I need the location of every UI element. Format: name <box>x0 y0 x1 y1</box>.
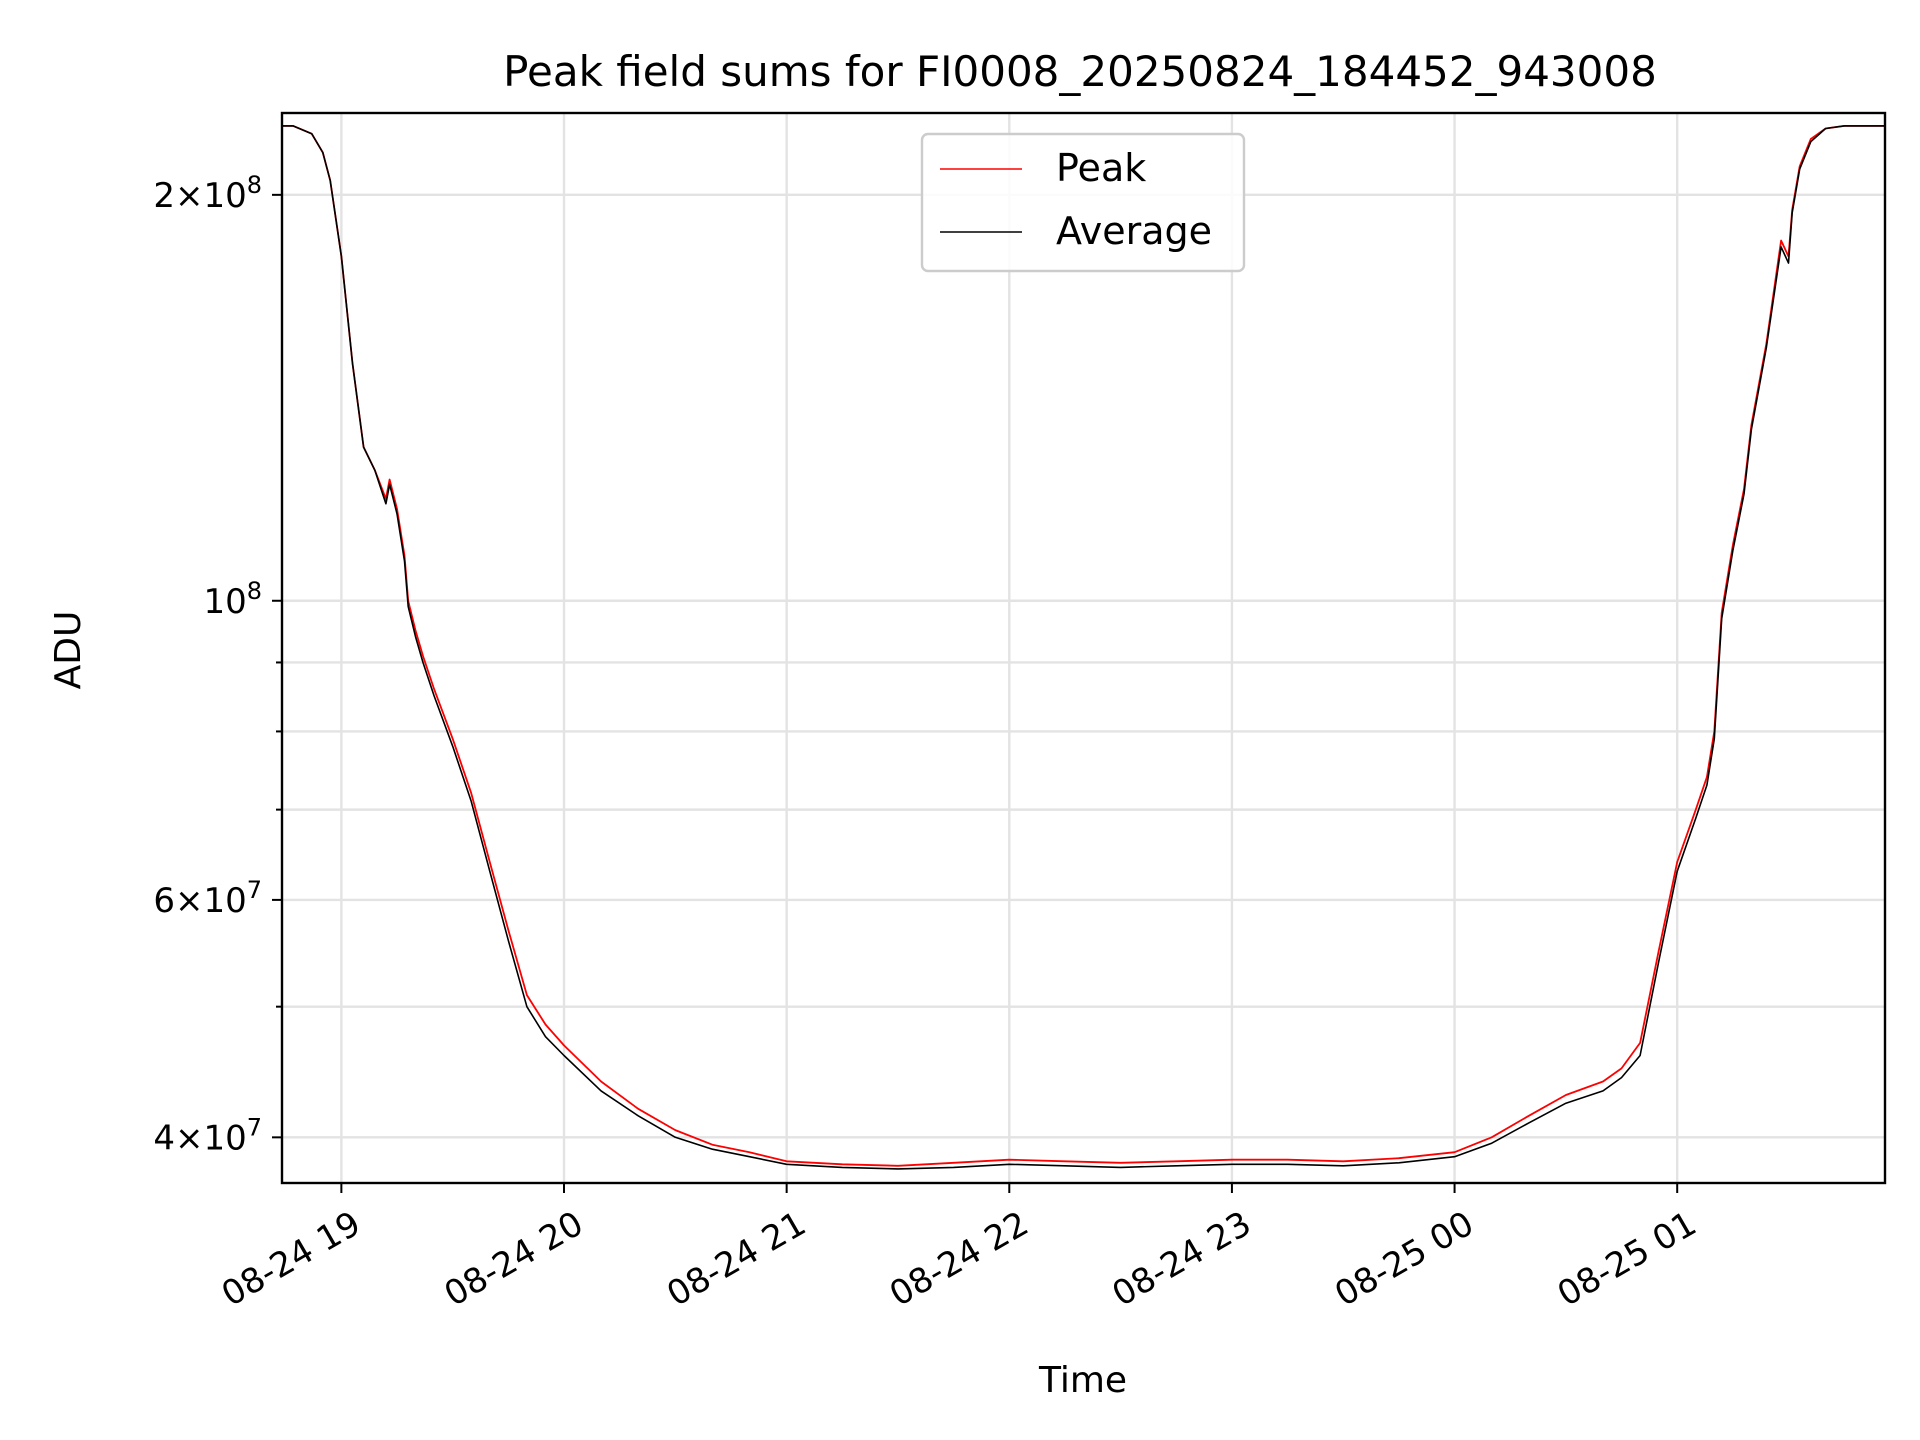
y-tick-label: 6×107 <box>153 876 262 921</box>
legend-label-peak: Peak <box>1056 146 1146 190</box>
y-tick-label: 4×107 <box>153 1113 262 1158</box>
plot-frame <box>280 111 1887 1185</box>
series-line-average <box>282 125 1885 1170</box>
y-tick-label: 108 <box>203 577 262 622</box>
y-axis-label: ADU <box>48 611 89 690</box>
y-axis: 4×107 6×107 108 2×108 <box>153 171 282 1158</box>
legend: Peak Average <box>920 132 1246 273</box>
plot-series <box>282 125 1885 1170</box>
y-tick-label: 2×108 <box>153 171 262 216</box>
x-axis-label: Time <box>1038 1360 1127 1401</box>
chart-title: Peak field sums for FI0008_20250824_1844… <box>503 47 1657 96</box>
legend-label-average: Average <box>1056 209 1212 253</box>
